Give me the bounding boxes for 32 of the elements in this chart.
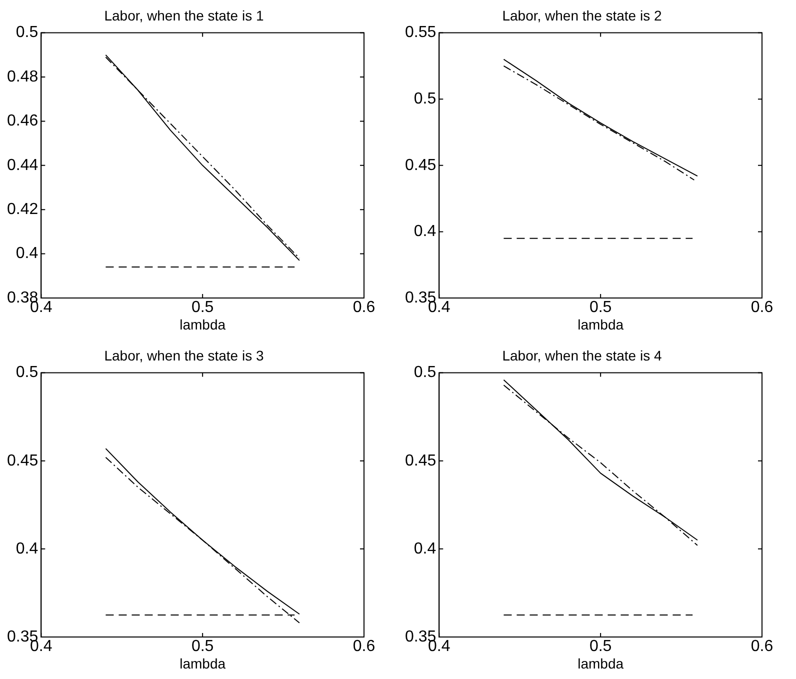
y-tick-label: 0.4: [16, 245, 38, 262]
x-axis-title: lambda: [578, 655, 624, 672]
y-tick-label: 0.4: [414, 540, 436, 558]
y-tick-label: 0.55: [405, 24, 436, 42]
x-tick-label: 0.6: [352, 638, 376, 656]
chart-title: Labor, when the state is 4: [502, 347, 662, 364]
y-tick-label: 0.5: [16, 364, 38, 382]
y-tick-label: 0.4: [414, 223, 436, 240]
y-tick-label: 0.45: [405, 452, 436, 470]
chart-title: Labor, when the state is 1: [104, 7, 264, 24]
y-tick-label: 0.5: [414, 90, 436, 108]
y-tick-label: 0.4: [16, 540, 38, 558]
x-axis-title: lambda: [578, 316, 624, 332]
y-tick-label: 0.42: [7, 201, 38, 218]
x-tick-label: 0.5: [191, 638, 214, 656]
y-tick-label: 0.5: [414, 364, 436, 382]
x-axis-title: lambda: [180, 316, 226, 332]
x-tick-label: 0.6: [750, 299, 774, 316]
y-tick-label: 0.48: [7, 68, 38, 86]
y-tick-label: 0.45: [7, 452, 38, 470]
y-tick-label: 0.46: [7, 112, 38, 130]
x-tick-label: 0.5: [589, 638, 612, 656]
chart-title: Labor, when the state is 2: [502, 7, 662, 24]
y-tick-label: 0.5: [16, 24, 38, 42]
chart-title: Labor, when the state is 3: [104, 347, 264, 364]
y-tick-label: 0.44: [7, 156, 38, 174]
x-tick-label: 0.6: [352, 299, 376, 316]
x-tick-label: 0.5: [191, 299, 214, 316]
x-axis-title: lambda: [180, 655, 226, 672]
x-tick-label: 0.5: [589, 299, 612, 316]
x-tick-label: 0.6: [750, 638, 774, 656]
y-tick-label: 0.45: [405, 156, 436, 174]
